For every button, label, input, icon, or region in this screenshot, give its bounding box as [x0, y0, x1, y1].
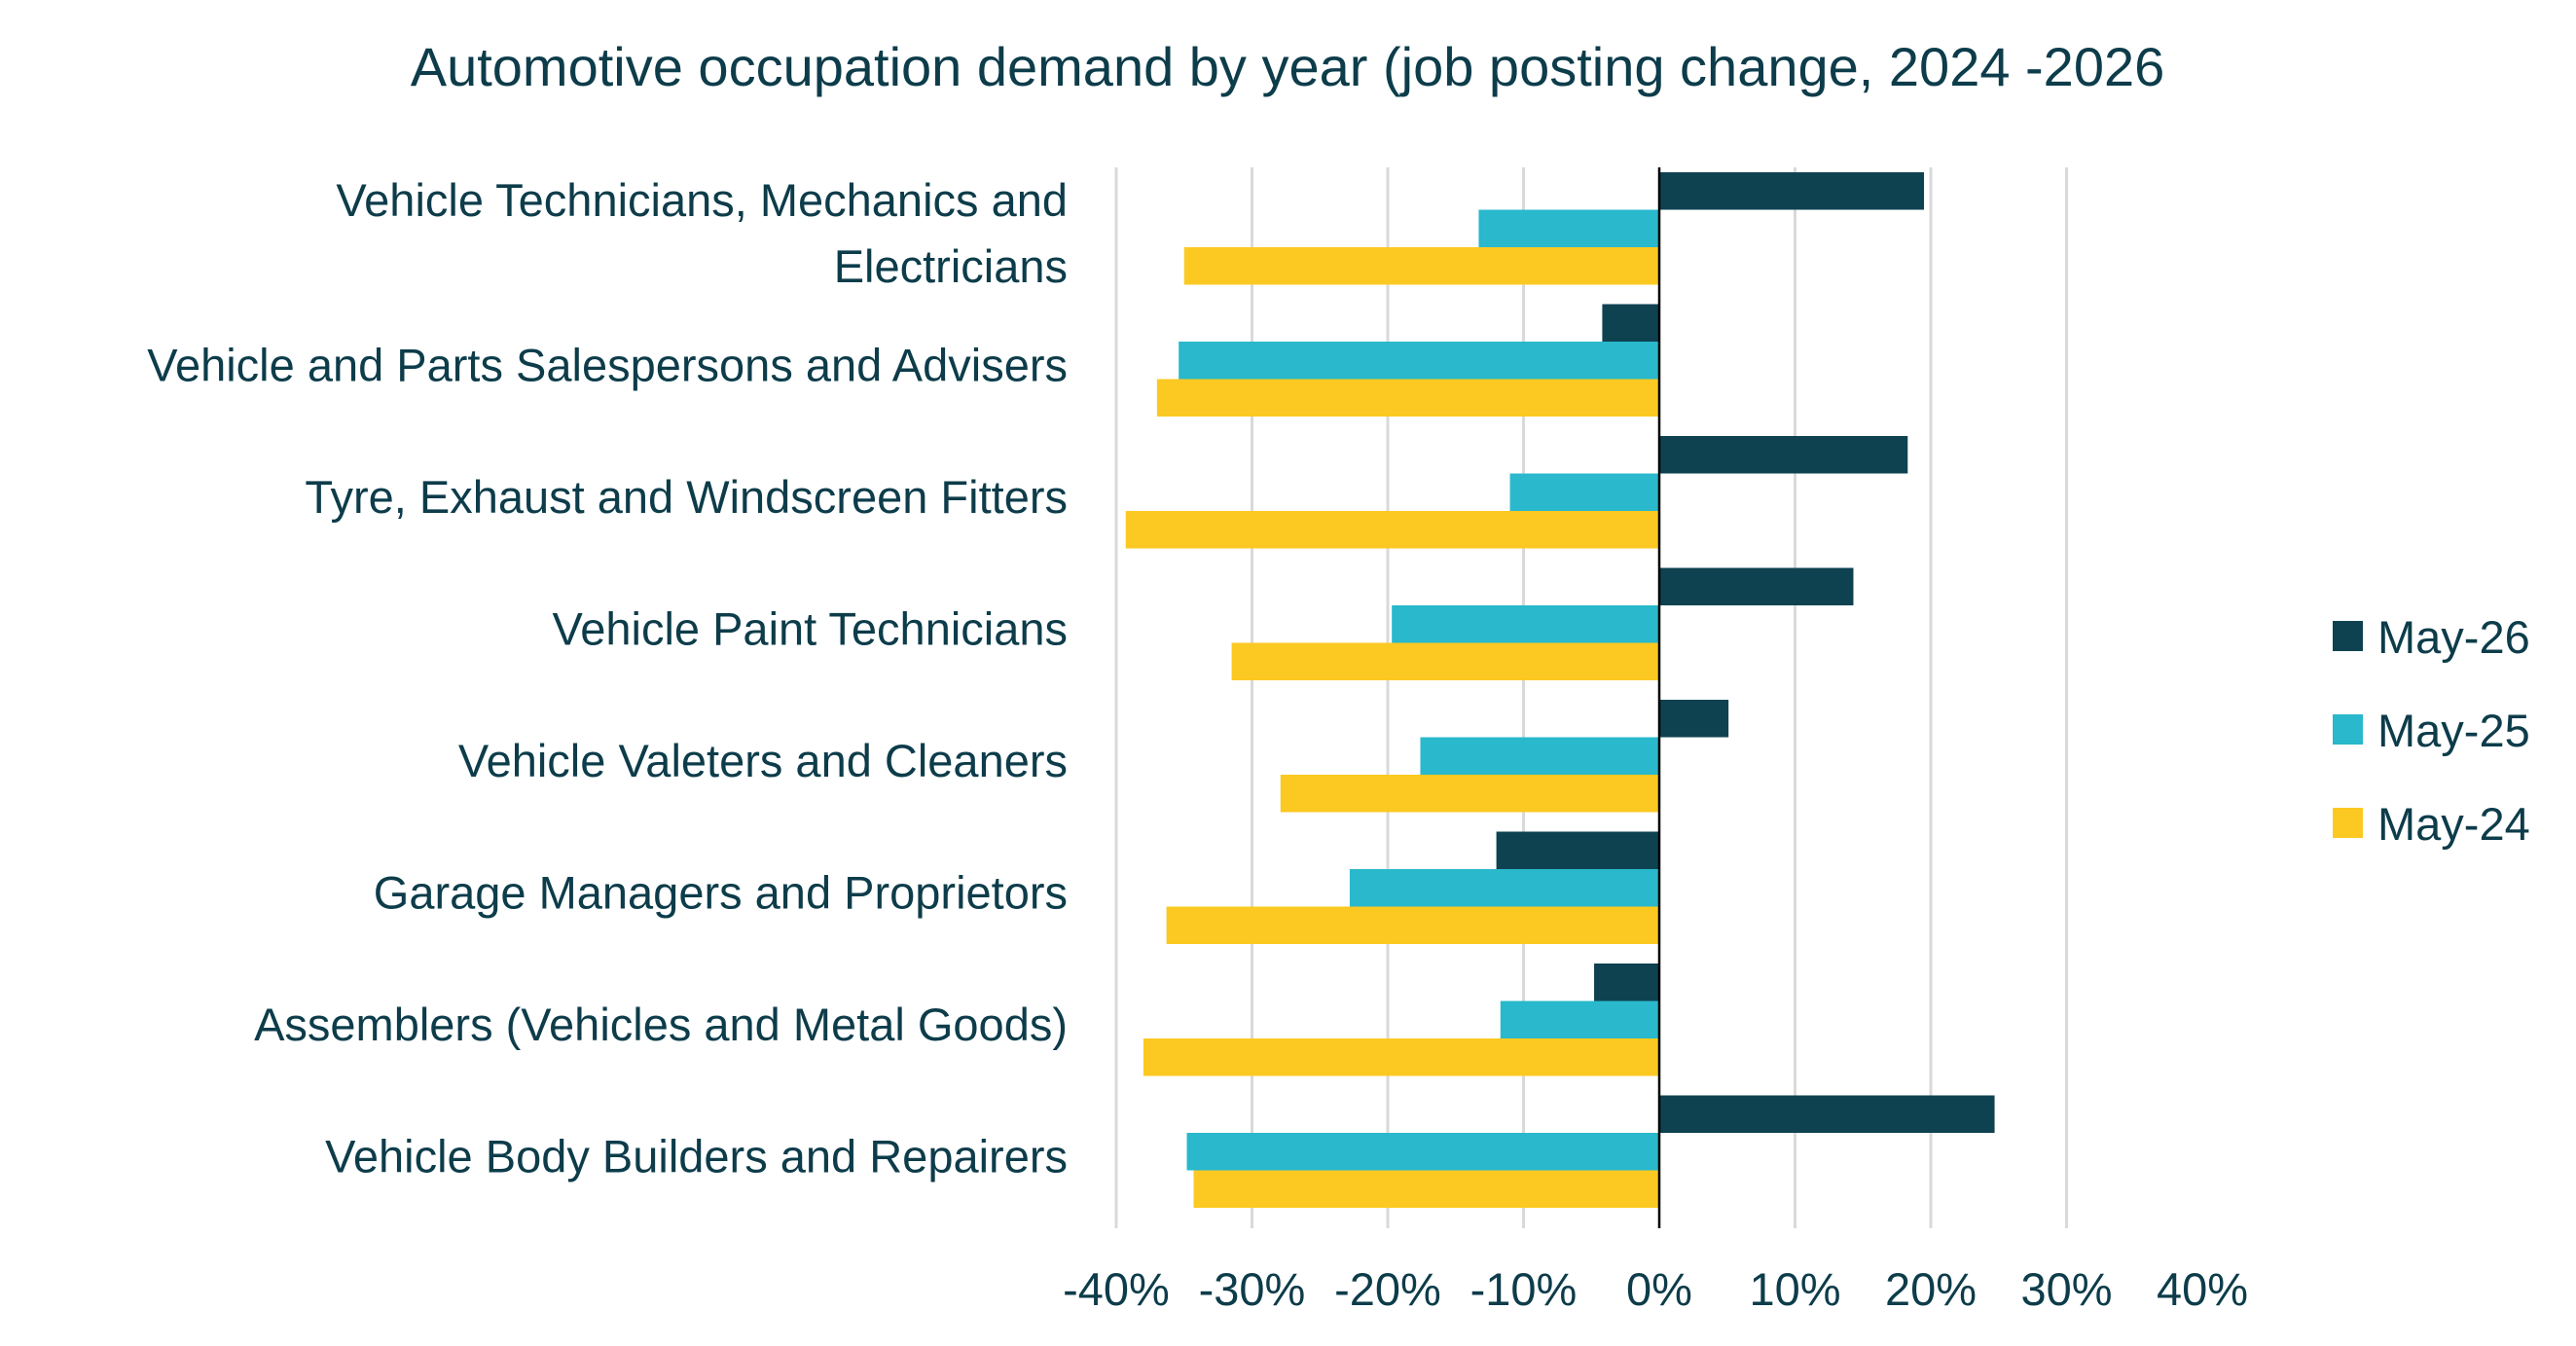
legend-swatch-may-24: [2333, 808, 2363, 838]
bar-may-24-0: [1183, 247, 1659, 285]
bar-may-26-4: [1659, 700, 1729, 738]
bar-may-26-5: [1496, 831, 1659, 869]
x-tick-label: -10%: [1470, 1263, 1578, 1315]
legend: May-26 May-25 May-24: [2333, 611, 2530, 850]
bar-may-26-1: [1602, 304, 1659, 342]
bar-may-25-5: [1349, 869, 1659, 907]
category-label: Vehicle Technicians, Mechanics and Electr…: [336, 174, 1068, 292]
legend-swatch-may-25: [2333, 714, 2363, 745]
category-label: Vehicle Paint Technicians: [552, 602, 1068, 654]
bar-may-25-6: [1500, 1000, 1659, 1038]
category-label: Tyre, Exhaust and Windscreen Fitters: [305, 471, 1068, 523]
category-label: Assemblers (Vehicles and Metal Goods): [254, 999, 1068, 1050]
x-tick-label: -20%: [1334, 1263, 1441, 1315]
bar-may-25-3: [1392, 605, 1659, 643]
bar-may-24-3: [1231, 642, 1659, 680]
legend-label-may-26: May-26: [2377, 611, 2530, 663]
bar-may-26-7: [1659, 1095, 1995, 1133]
bar-may-24-4: [1280, 775, 1659, 813]
bar-may-25-7: [1186, 1133, 1659, 1171]
chart-title: Automotive occupation demand by year (jo…: [411, 36, 2165, 97]
bar-may-26-0: [1659, 172, 1925, 210]
x-tick-label: 10%: [1749, 1263, 1840, 1315]
bar-may-26-2: [1659, 436, 1908, 474]
bar-may-24-1: [1156, 379, 1659, 417]
bar-may-26-6: [1594, 964, 1659, 1001]
x-tick-label: 0%: [1626, 1263, 1692, 1315]
category-label: Vehicle Body Builders and Repairers: [325, 1130, 1068, 1182]
category-labels: Vehicle Technicians, Mechanics and Electr…: [147, 174, 1068, 1182]
bar-may-24-7: [1193, 1170, 1659, 1208]
x-tick-label: 40%: [2157, 1263, 2248, 1315]
bar-may-25-4: [1420, 737, 1659, 775]
category-label: Vehicle and Parts Salespersons and Advis…: [147, 339, 1068, 390]
bar-may-24-2: [1125, 511, 1659, 549]
bar-may-25-2: [1509, 473, 1659, 511]
bar-may-25-0: [1478, 209, 1659, 247]
x-tick-label: -40%: [1063, 1263, 1170, 1315]
bar-may-24-6: [1143, 1038, 1659, 1076]
legend-label-may-25: May-25: [2377, 705, 2530, 756]
bars: [1125, 172, 1995, 1208]
category-label: Vehicle Valeters and Cleaners: [458, 735, 1068, 786]
x-tick-label: 30%: [2020, 1263, 2112, 1315]
bar-may-26-3: [1659, 567, 1854, 605]
bar-may-24-5: [1166, 906, 1659, 944]
x-tick-label: 20%: [1885, 1263, 1977, 1315]
bar-may-25-1: [1179, 342, 1659, 380]
x-tick-label: -30%: [1199, 1263, 1306, 1315]
x-tick-labels: -40% -30% -20% -10% 0% 10% 20% 30% 40%: [1063, 1263, 2248, 1315]
category-label: Garage Managers and Proprietors: [374, 866, 1068, 918]
legend-label-may-24: May-24: [2377, 798, 2530, 850]
legend-swatch-may-26: [2333, 621, 2363, 651]
